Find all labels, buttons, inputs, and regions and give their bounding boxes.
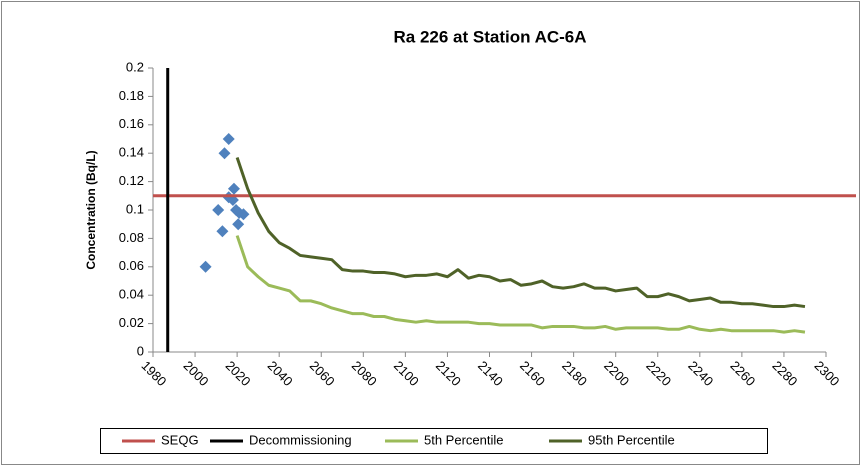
chart-title: Ra 226 at Station AC-6A: [393, 27, 586, 46]
y-tick-label: 0.18: [119, 88, 144, 103]
y-tick-label: 0.12: [119, 173, 144, 188]
series-line: [235, 156, 806, 309]
legend-label: 95th Percentile: [588, 432, 675, 447]
y-tick-label: 0.2: [126, 59, 144, 74]
y-tick-label: 0.06: [119, 258, 144, 273]
data-point: [232, 218, 245, 231]
data-point: [237, 208, 250, 221]
data-point: [212, 204, 225, 216]
data-point: [218, 147, 231, 160]
legend-label: 5th Percentile: [424, 432, 504, 447]
series-line: [235, 235, 806, 334]
legend-label: SEQG: [161, 432, 199, 447]
y-tick-label: 0.04: [119, 287, 144, 302]
y-tick-label: 0: [137, 343, 144, 358]
data-point: [227, 182, 240, 195]
y-tick-label: 0.02: [119, 315, 144, 330]
y-tick-label: 0.14: [119, 145, 144, 160]
data-point: [222, 133, 235, 145]
y-axis-label: Concentration (Bq/L): [84, 150, 98, 269]
legend-label: Decommissioning: [249, 432, 352, 447]
data-point: [199, 260, 212, 273]
y-tick-label: 0.1: [126, 201, 144, 216]
y-tick-label: 0.16: [119, 116, 144, 131]
y-tick-label: 0.08: [119, 230, 144, 245]
data-point: [216, 225, 229, 238]
